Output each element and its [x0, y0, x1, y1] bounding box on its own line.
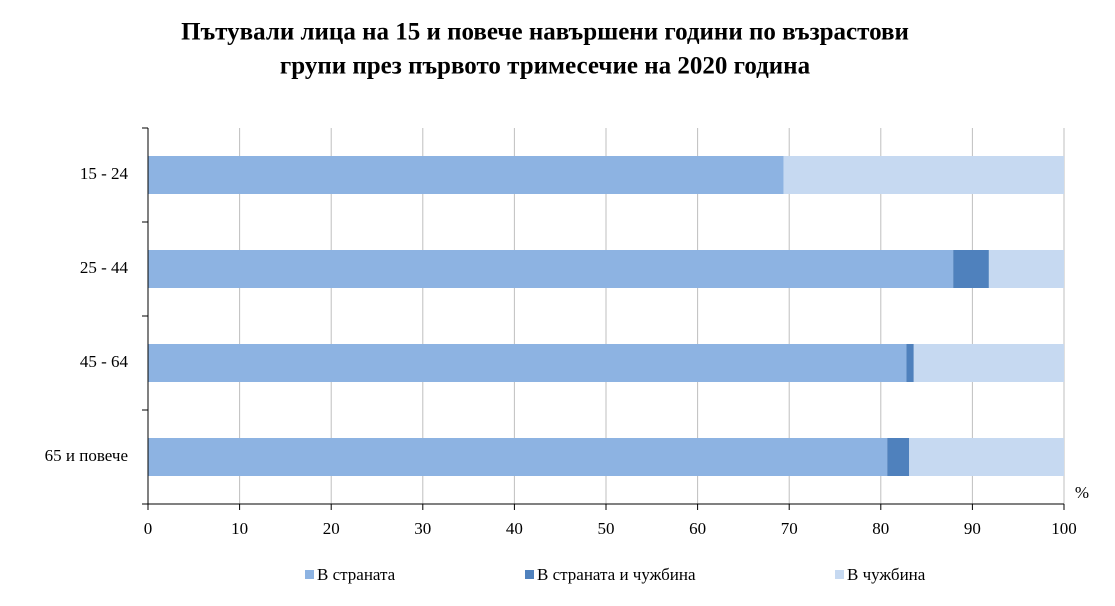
x-tick-label: 40	[506, 519, 523, 538]
legend-swatch	[525, 570, 534, 579]
x-unit: %	[1075, 483, 1089, 502]
chart-title: групи през първото тримесечие на 2020 го…	[280, 53, 811, 80]
legend-swatch	[305, 570, 314, 579]
x-tick-label: 50	[598, 519, 615, 538]
x-tick-label: 100	[1051, 519, 1077, 538]
bar-segment	[906, 344, 914, 382]
bar-segment	[148, 156, 784, 194]
bar-segment	[783, 156, 1064, 194]
x-tick-label: 10	[231, 519, 248, 538]
x-tick-label: 60	[689, 519, 706, 538]
bar-segment	[913, 344, 1064, 382]
x-tick-label: 0	[144, 519, 153, 538]
bar-segment	[148, 250, 954, 288]
x-tick-label: 20	[323, 519, 340, 538]
x-tick-label: 90	[964, 519, 981, 538]
y-tick-label: 25 - 44	[80, 258, 129, 277]
x-tick-label: 30	[414, 519, 431, 538]
y-tick-label: 65 и повече	[45, 446, 128, 465]
x-tick-label: 70	[781, 519, 798, 538]
y-tick-label: 15 - 24	[80, 164, 129, 183]
bar-segment	[953, 250, 989, 288]
bar-segment	[148, 344, 907, 382]
bar-segment	[887, 438, 910, 476]
bar-segment	[909, 438, 1064, 476]
bar-segment	[988, 250, 1064, 288]
legend-label: В страната	[317, 565, 396, 584]
legend-label: В страната и чужбина	[537, 565, 696, 584]
x-tick-label: 80	[872, 519, 889, 538]
y-tick-label: 45 - 64	[80, 352, 129, 371]
legend-label: В чужбина	[847, 565, 926, 584]
chart-title: Пътували лица на 15 и повече навършени г…	[181, 19, 909, 46]
bar-segment	[148, 438, 888, 476]
legend-swatch	[835, 570, 844, 579]
